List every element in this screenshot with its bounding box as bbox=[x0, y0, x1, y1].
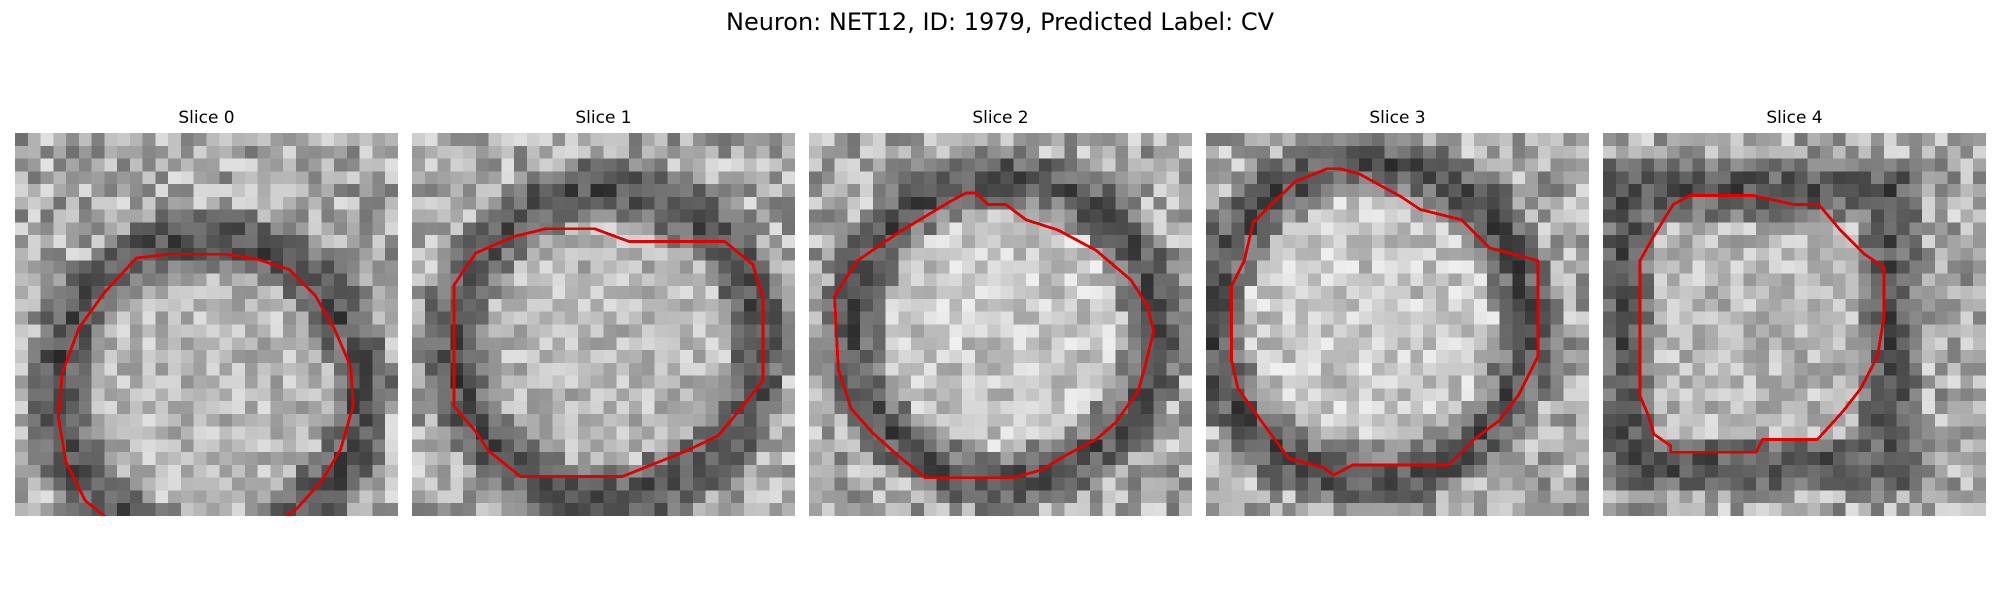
slice-pixels bbox=[15, 133, 398, 516]
slice-pixels bbox=[412, 133, 795, 516]
segmentation-contour bbox=[833, 191, 1156, 480]
slice-title: Slice 3 bbox=[1369, 108, 1426, 128]
slice-title: Slice 0 bbox=[178, 108, 235, 128]
segmentation-contour bbox=[1638, 194, 1886, 454]
slice-title: Slice 4 bbox=[1766, 108, 1823, 128]
slice-image bbox=[809, 133, 1192, 516]
slice-pixels bbox=[1206, 133, 1589, 516]
slice-panel-1: Slice 1 bbox=[412, 108, 795, 518]
segmentation-contour bbox=[57, 252, 355, 516]
slice-pixels bbox=[1603, 133, 1986, 516]
segmentation-contour bbox=[452, 227, 765, 478]
slice-image bbox=[15, 133, 398, 516]
slice-image bbox=[412, 133, 795, 516]
slice-pixels bbox=[809, 133, 1192, 516]
slice-panel-3: Slice 3 bbox=[1206, 108, 1589, 518]
slice-panel-0: Slice 0 bbox=[15, 108, 398, 518]
segmentation-contour bbox=[1230, 167, 1540, 477]
figure-title: Neuron: NET12, ID: 1979, Predicted Label… bbox=[726, 8, 1274, 36]
slice-image bbox=[1206, 133, 1589, 516]
slice-title: Slice 1 bbox=[575, 108, 632, 128]
slice-title: Slice 2 bbox=[972, 108, 1029, 128]
slice-panel-4: Slice 4 bbox=[1603, 108, 1986, 518]
slice-image bbox=[1603, 133, 1986, 516]
slice-panel-2: Slice 2 bbox=[809, 108, 1192, 518]
